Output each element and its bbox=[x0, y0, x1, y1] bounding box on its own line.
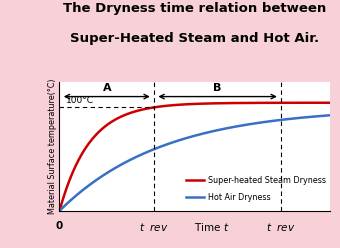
Y-axis label: Material Surface temperature(°C): Material Surface temperature(°C) bbox=[48, 79, 57, 214]
Text: $\mathit{t}$  $\mathit{rev}$: $\mathit{t}$ $\mathit{rev}$ bbox=[139, 221, 169, 233]
Text: Time $\mathit{t}$: Time $\mathit{t}$ bbox=[194, 221, 230, 233]
Text: B: B bbox=[214, 83, 222, 93]
Text: 100°C: 100°C bbox=[66, 96, 94, 105]
Text: 0: 0 bbox=[56, 221, 63, 231]
Text: $\mathit{t}$  $\mathit{rev}$: $\mathit{t}$ $\mathit{rev}$ bbox=[266, 221, 296, 233]
Text: A: A bbox=[102, 83, 111, 93]
Legend: Super-heated Steam Dryness, Hot Air Dryness: Super-heated Steam Dryness, Hot Air Dryn… bbox=[186, 176, 326, 202]
Text: Super-Heated Steam and Hot Air.: Super-Heated Steam and Hot Air. bbox=[70, 32, 319, 45]
Text: The Dryness time relation between: The Dryness time relation between bbox=[63, 2, 326, 15]
